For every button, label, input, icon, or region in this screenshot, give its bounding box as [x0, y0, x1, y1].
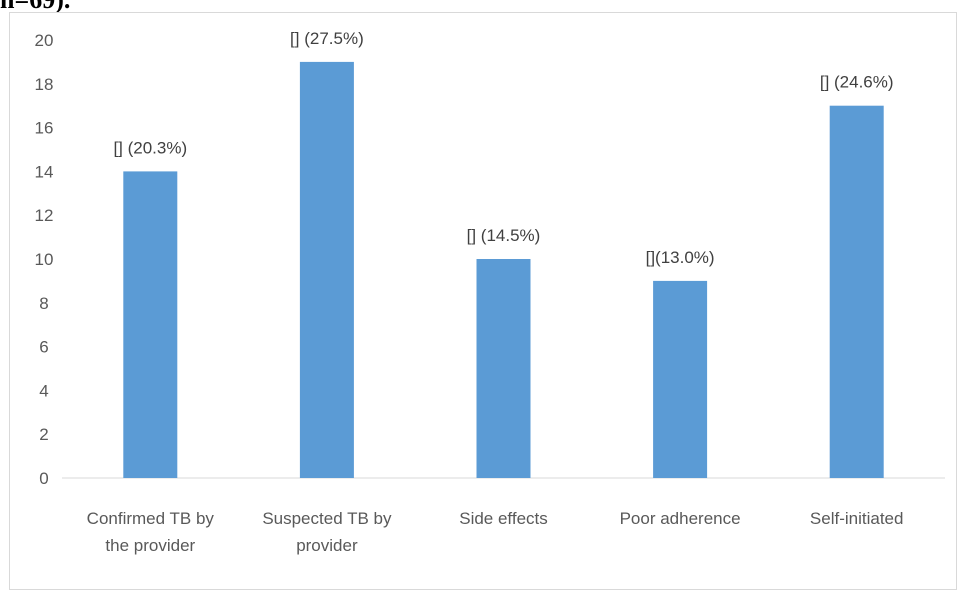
- y-tick-label: 2: [39, 425, 48, 444]
- data-label: [] (24.6%): [820, 73, 894, 92]
- y-tick-label: 14: [35, 162, 54, 181]
- x-tick-label: Self-initiated: [810, 509, 904, 528]
- y-tick-label: 6: [39, 338, 48, 357]
- x-tick-label: Suspected TB by: [262, 509, 392, 528]
- x-tick-label: the provider: [105, 536, 195, 555]
- bar: [829, 105, 884, 478]
- y-tick-label: 0: [39, 469, 48, 488]
- y-tick-label: 4: [39, 381, 48, 400]
- bar: [653, 280, 708, 478]
- data-label: [](13.0%): [646, 248, 715, 267]
- x-tick-label: Poor adherence: [620, 509, 741, 528]
- y-tick-label: 10: [35, 250, 54, 269]
- bar: [299, 61, 354, 479]
- bar: [123, 171, 178, 478]
- y-tick-label: 16: [35, 119, 54, 138]
- y-tick-label: 8: [39, 294, 48, 313]
- y-tick-label: 20: [35, 31, 54, 50]
- data-label: [] (20.3%): [113, 138, 187, 157]
- x-tick-label: provider: [296, 536, 358, 555]
- bar: [476, 259, 531, 478]
- x-tick-label: Side effects: [459, 509, 548, 528]
- y-tick-label: 18: [35, 75, 54, 94]
- y-tick-label: 12: [35, 206, 54, 225]
- data-label: [] (27.5%): [290, 29, 364, 48]
- data-label: [] (14.5%): [467, 226, 541, 245]
- caption-fragment: n=69).: [0, 0, 70, 14]
- x-tick-label: Confirmed TB by: [87, 509, 215, 528]
